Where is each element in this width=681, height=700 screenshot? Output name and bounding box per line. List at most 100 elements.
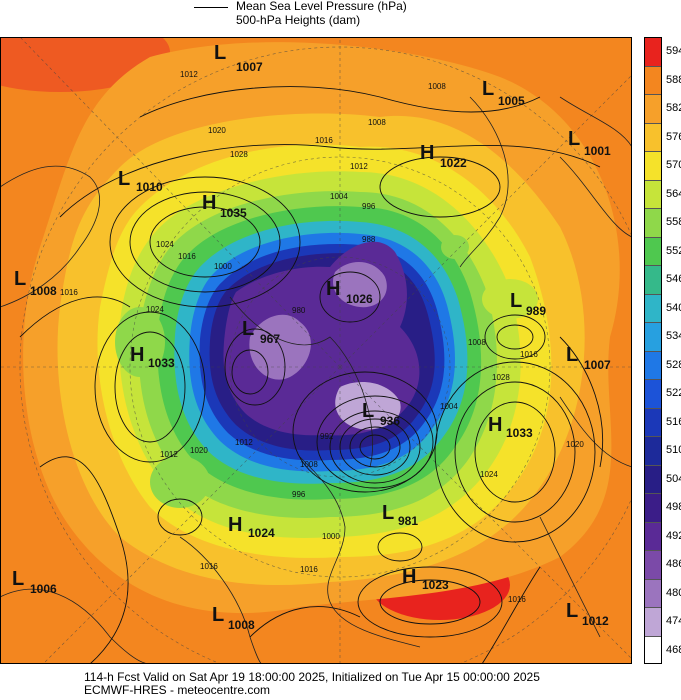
- isobar-label: 1012: [235, 438, 253, 447]
- colorbar-cell: [644, 379, 662, 408]
- colorbar-label: 528: [666, 358, 681, 371]
- isobar-label: 996: [362, 202, 376, 211]
- pressure-center-high: H 1033: [488, 414, 533, 440]
- isobar-label: 1016: [60, 288, 78, 297]
- isobar-label: 1024: [146, 305, 164, 314]
- height-field-480: [335, 382, 401, 430]
- svg-text:H: H: [420, 142, 434, 164]
- pressure-center-low: L 1008: [212, 604, 255, 632]
- pressure-center-low: L 1007: [214, 42, 263, 74]
- colorbar-cell: [644, 122, 662, 151]
- height-field-552: [441, 235, 469, 259]
- svg-text:1033: 1033: [148, 356, 175, 370]
- svg-text:1022: 1022: [440, 156, 467, 170]
- svg-text:936: 936: [380, 414, 400, 428]
- svg-text:989: 989: [526, 304, 546, 318]
- isobar-label: 1024: [156, 240, 174, 249]
- height-colorbar: [644, 37, 662, 664]
- colorbar-label: 588: [666, 73, 681, 86]
- isobar-label: 1008: [300, 460, 318, 469]
- colorbar-cell: [644, 322, 662, 351]
- height-field-558: [115, 307, 165, 377]
- isobar-label: 1024: [480, 470, 498, 479]
- isobar-labels: 1012 1008 1020 1028 1016 1012 1008 1024 …: [60, 70, 584, 604]
- isobars: [19, 86, 604, 664]
- colorbar-label: 594: [666, 45, 681, 58]
- colorbar-label: 564: [666, 187, 681, 200]
- svg-text:1033: 1033: [506, 426, 533, 440]
- pressure-center-low: L 989: [510, 290, 546, 318]
- isobar-label: 1016: [200, 562, 218, 571]
- pressure-center-high: H 1033: [130, 344, 175, 370]
- colorbar-cell: [644, 236, 662, 265]
- pressure-center-low: L 1008: [14, 268, 57, 298]
- isobar-label: 992: [320, 432, 334, 441]
- svg-text:1035: 1035: [220, 206, 247, 220]
- svg-text:1012: 1012: [582, 614, 609, 628]
- pressure-center-high: H 1023: [402, 566, 449, 592]
- colorbar-cell: [644, 607, 662, 636]
- svg-text:1008: 1008: [30, 284, 57, 298]
- colorbar-cell: [644, 293, 662, 322]
- isobar-label: 1016: [520, 350, 538, 359]
- svg-text:L: L: [214, 42, 226, 64]
- isobar-label: 1004: [330, 192, 348, 201]
- colorbar-cell: [644, 635, 662, 664]
- colorbar-label: 510: [666, 444, 681, 457]
- pressure-center-high: H 1024: [228, 514, 275, 540]
- colorbar-cell: [644, 94, 662, 123]
- svg-text:1023: 1023: [422, 578, 449, 592]
- colorbar-cell: [644, 464, 662, 493]
- pressure-center-low: L 967: [242, 318, 280, 346]
- colorbar-label: 498: [666, 501, 681, 514]
- isobar-label: 1016: [508, 595, 526, 604]
- colorbar-label: 546: [666, 273, 681, 286]
- svg-text:L: L: [242, 318, 254, 340]
- pressure-center-low: L 981: [382, 502, 418, 528]
- isobar-label: 1008: [428, 82, 446, 91]
- svg-text:L: L: [566, 600, 578, 622]
- svg-text:L: L: [566, 344, 578, 366]
- colorbar-cell: [644, 350, 662, 379]
- svg-text:H: H: [402, 566, 416, 588]
- svg-text:L: L: [482, 78, 494, 100]
- svg-text:1026: 1026: [346, 292, 373, 306]
- isobar-label: 1016: [300, 565, 318, 574]
- svg-text:1005: 1005: [498, 94, 525, 108]
- colorbar-label: 552: [666, 244, 681, 257]
- isobar-label: 996: [292, 490, 306, 499]
- colorbar-cell: [644, 265, 662, 294]
- svg-text:967: 967: [260, 332, 280, 346]
- svg-text:H: H: [326, 278, 340, 300]
- isobar-label: 1004: [440, 402, 458, 411]
- isobar-label: 1028: [492, 373, 510, 382]
- svg-text:L: L: [510, 290, 522, 312]
- svg-text:L: L: [382, 502, 394, 524]
- svg-text:1007: 1007: [584, 358, 611, 372]
- forecast-valid-text: 114-h Fcst Valid on Sat Apr 19 18:00:00 …: [84, 670, 540, 684]
- pressure-center-high: H 1026: [326, 278, 373, 306]
- legend-heights-label: 500-hPa Heights (dam): [236, 13, 361, 27]
- pressure-center-low: L 936: [362, 400, 400, 428]
- colorbar-label: 480: [666, 586, 681, 599]
- colorbar-label: 492: [666, 529, 681, 542]
- colorbar-label: 582: [666, 102, 681, 115]
- colorbar-cell: [644, 436, 662, 465]
- isobar-label: 1012: [160, 450, 178, 459]
- isobar-label: 1012: [350, 162, 368, 171]
- svg-text:1007: 1007: [236, 60, 263, 74]
- pressure-center-low: L 1006: [12, 568, 57, 596]
- colorbar-cell: [644, 208, 662, 237]
- legend-mslp-label: Mean Sea Level Pressure (hPa): [236, 0, 407, 13]
- pressure-center-low: L 1001: [568, 128, 611, 158]
- isobar-label: 1020: [208, 126, 226, 135]
- graticule: [0, 37, 632, 664]
- isobar-label: 1012: [180, 70, 198, 79]
- colorbar-cell: [644, 65, 662, 94]
- svg-text:1001: 1001: [584, 144, 611, 158]
- isobar-label: 1020: [190, 446, 208, 455]
- svg-text:H: H: [488, 414, 502, 436]
- colorbar-cell: [644, 179, 662, 208]
- height-field-558: [150, 456, 210, 508]
- svg-text:L: L: [118, 168, 130, 190]
